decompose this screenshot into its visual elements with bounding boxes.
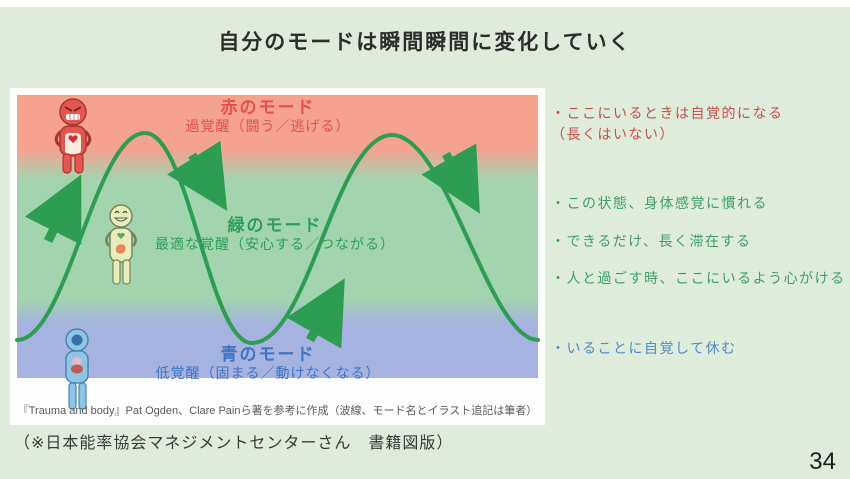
blue-mode-title: 青のモード bbox=[220, 345, 316, 364]
mode-diagram-panel: 赤のモード 過覚醒（闘う／逃げる） 緑のモード 最適な覚醒（安心する／つながる）… bbox=[10, 88, 545, 425]
note-red-line-2: （長くはいない） bbox=[551, 126, 675, 142]
red-mode-label: 赤のモード 過覚醒（闘う／逃げる） bbox=[148, 97, 388, 136]
top-letterbox-strip bbox=[0, 0, 850, 7]
note-green-line-2: ・できるだけ、長く滞在する bbox=[551, 233, 752, 249]
happy-green-person-icon bbox=[105, 204, 137, 285]
note-green-line-3: ・人と過ごす時、ここにいるよう心がける bbox=[551, 270, 846, 286]
shutdown-blue-person-icon bbox=[65, 328, 89, 410]
note-red-line-1: ・ここにいるときは自覚的になる bbox=[551, 105, 784, 121]
up-arrow-icon bbox=[24, 174, 82, 245]
green-mode-label: 緑のモード 最適な覚醒（安心する／つながる） bbox=[125, 215, 425, 254]
red-mode-title: 赤のモード bbox=[220, 98, 316, 117]
up-arrow-icon bbox=[286, 278, 345, 349]
down-arrow-icon bbox=[421, 143, 480, 214]
blue-mode-label: 青のモード 低覚醒（固まる／動けなくなる） bbox=[118, 344, 418, 383]
source-caption: 『Trauma and body』Pat Ogden、Clare Painら著を… bbox=[17, 405, 538, 417]
angry-red-person-icon bbox=[54, 98, 92, 174]
page-number: 34 bbox=[809, 448, 836, 475]
green-mode-title: 緑のモード bbox=[227, 216, 323, 235]
blue-mode-subtitle: 低覚醒（固まる／動けなくなる） bbox=[155, 365, 381, 382]
red-mode-subtitle: 過覚醒（闘う／逃げる） bbox=[185, 118, 351, 135]
note-green-line-1: ・この状態、身体感覚に慣れる bbox=[551, 195, 768, 211]
wave-diagram-svg bbox=[15, 98, 540, 410]
down-arrow-icon bbox=[166, 140, 228, 211]
green-mode-subtitle: 最適な覚醒（安心する／つながる） bbox=[155, 236, 395, 253]
footer-attribution: （※日本能率協会マネジメントセンターさん 書籍図版） bbox=[14, 435, 454, 452]
page-title: 自分のモードは瞬間瞬間に変化していく bbox=[218, 31, 632, 54]
note-blue-line-1: ・いることに自覚して休む bbox=[551, 340, 737, 356]
